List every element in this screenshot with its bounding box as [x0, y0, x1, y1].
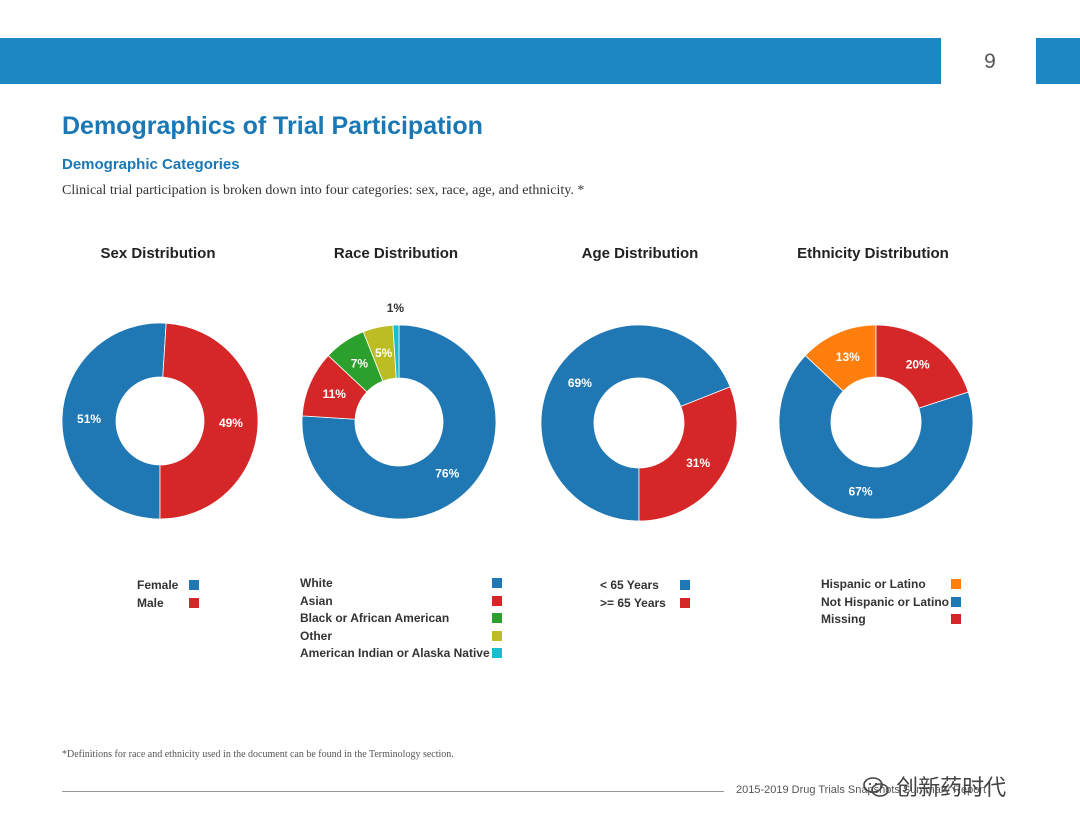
race-legend-label: Other: [300, 628, 333, 643]
race-label-asian: 11%: [323, 387, 347, 401]
footer-divider: [62, 791, 724, 792]
ethnicity-slice-not-hispanic-or-latino: [778, 355, 974, 520]
race-legend-label: American Indian or Alaska Native: [300, 646, 490, 660]
page-title: Demographics of Trial Participation: [62, 112, 483, 140]
page-number: 9: [984, 50, 996, 73]
race-legend-swatch: [492, 578, 502, 588]
race-legend-label: Black or African American: [300, 611, 450, 625]
sex-label-female: 51%: [77, 412, 101, 426]
sex-chart-title: Sex Distribution: [100, 245, 216, 262]
ethnicity-label-hispanic-or-latino: 13%: [836, 350, 860, 364]
age-legend-label: >= 65 Years: [600, 595, 666, 610]
age-label-65-years: 69%: [568, 376, 592, 390]
age-legend-swatch: [680, 597, 690, 608]
watermark: 创新药时代: [862, 770, 1006, 802]
race-legend-label: White: [300, 576, 333, 590]
race-slice-white: [301, 324, 497, 520]
race-chart-title: Race Distribution: [333, 245, 459, 262]
age-slice-65-years: [540, 324, 731, 522]
race-label-black-or-african-american: 7%: [351, 357, 369, 371]
header-band-page-tab: [1036, 38, 1080, 84]
ethnicity-legend-label: Not Hispanic or Latino: [821, 594, 950, 609]
race-legend-swatch: [492, 613, 502, 623]
race-label-white: 76%: [435, 466, 459, 480]
race-legend-swatch: [492, 595, 502, 606]
sex-slice-female: [61, 322, 167, 520]
age-legend-label: < 65 Years: [600, 578, 659, 592]
footer-report-title: 2015-2019 Drug Trials Snapshots Summary …: [736, 784, 987, 796]
ethnicity-label-not-hispanic-or-latino: 67%: [848, 484, 872, 498]
sex-slice-male: [159, 322, 259, 520]
wechat-icon: [863, 777, 889, 797]
ethnicity-chart-title: Ethnicity Distribution: [797, 245, 949, 262]
race-legend-label: Asian: [300, 593, 333, 608]
race-legend-swatch: [492, 630, 502, 641]
ethnicity-legend-swatch: [951, 614, 961, 624]
age-legend-swatch: [680, 580, 690, 590]
sex-legend-swatch: [189, 580, 199, 590]
ethnicity-legend-label: Missing: [821, 612, 866, 626]
sex-legend-label: Female: [137, 578, 179, 592]
intro-text: Clinical trial participation is broken d…: [62, 183, 585, 198]
race-legend-swatch: [492, 648, 502, 658]
watermark-text: 创新药时代: [896, 775, 1007, 800]
age-chart-title: Age Distribution: [581, 245, 699, 262]
header-band: [0, 38, 941, 84]
ethnicity-label-missing: 20%: [906, 358, 930, 372]
ethnicity-legend-swatch: [951, 596, 961, 607]
sex-label-male: 49%: [219, 416, 243, 430]
age-slice-65-years: [638, 386, 738, 522]
sex-legend-label: Male: [137, 595, 164, 610]
ethnicity-slice-missing: [875, 324, 969, 409]
sex-legend-swatch: [189, 597, 199, 608]
ethnicity-legend-swatch: [951, 579, 961, 589]
race-label-other: 5%: [375, 346, 393, 360]
ethnicity-legend-label: Hispanic or Latino: [821, 577, 926, 591]
footnote: *Definitions for race and ethnicity used…: [62, 749, 454, 760]
age-label-65-years: 31%: [686, 456, 710, 470]
race-slice-american-indian-or-alaska-native: [392, 324, 400, 379]
race-label-american-indian-or-alaska-native: 1%: [387, 301, 405, 315]
section-subtitle: Demographic Categories: [62, 156, 240, 173]
